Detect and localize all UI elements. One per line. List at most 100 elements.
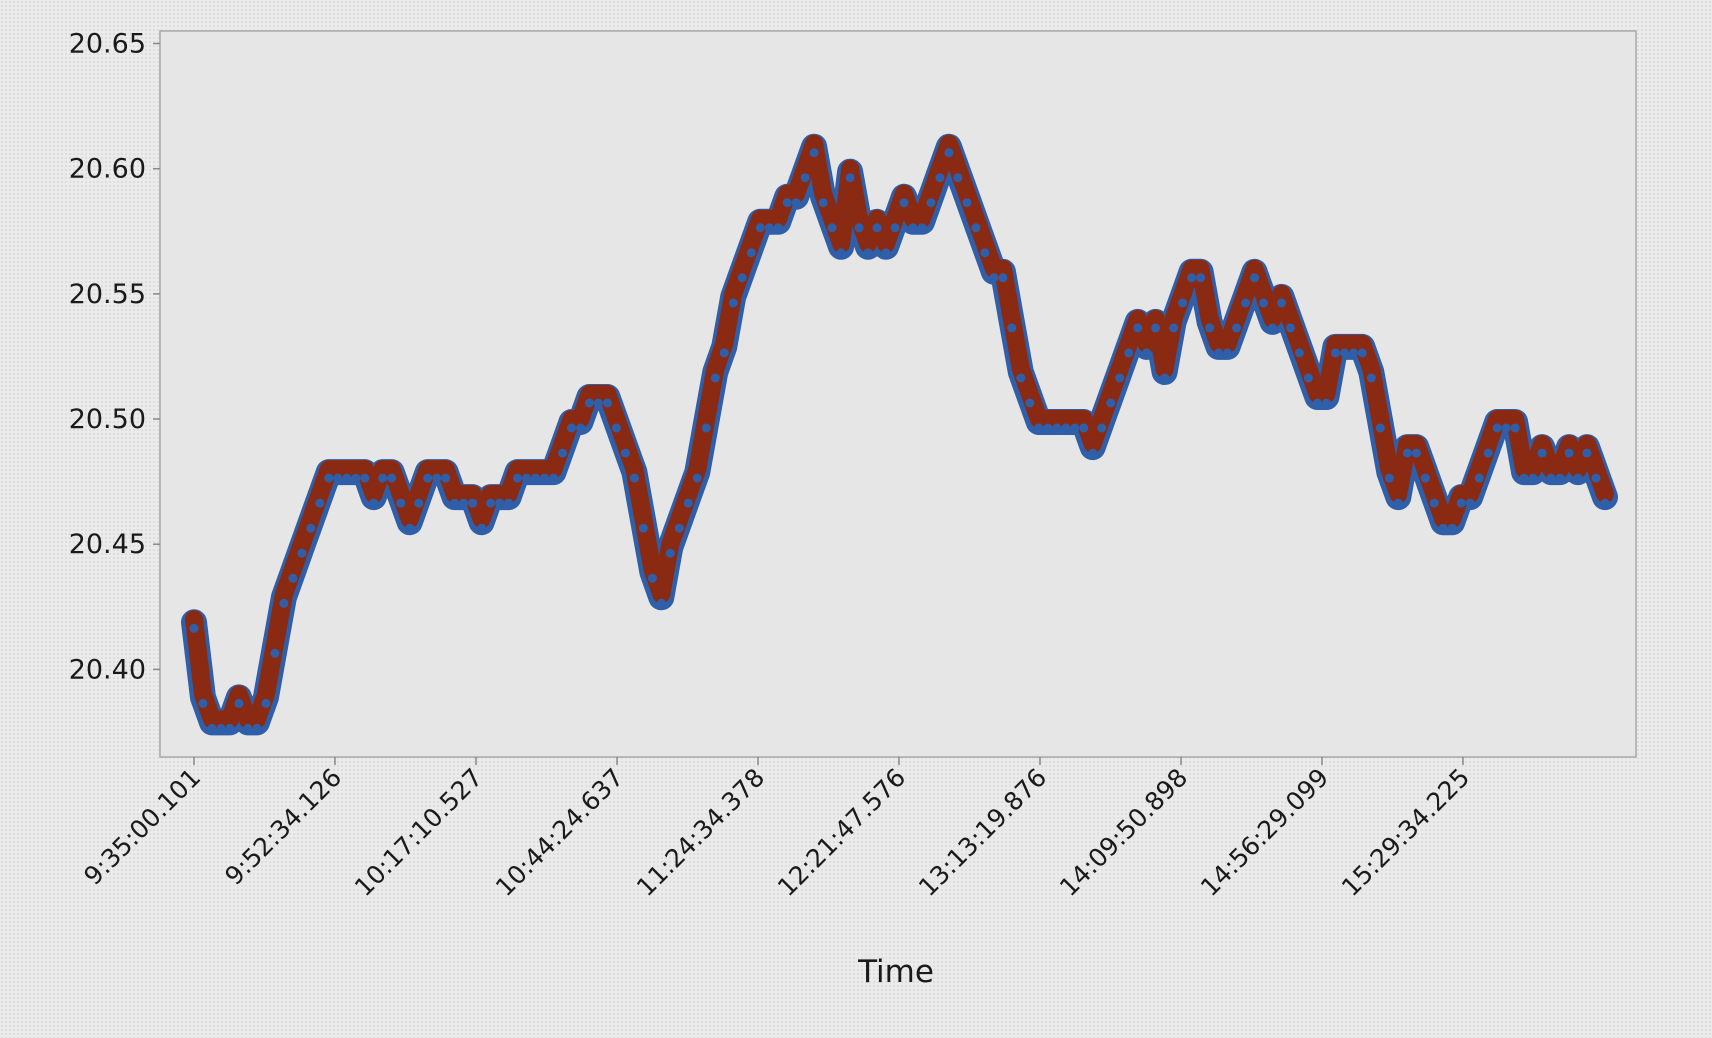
data-point bbox=[593, 398, 603, 408]
data-point bbox=[1321, 398, 1331, 408]
data-point bbox=[468, 498, 478, 508]
data-point bbox=[1070, 423, 1080, 433]
data-point bbox=[746, 248, 756, 258]
data-point bbox=[638, 523, 648, 533]
data-point bbox=[1492, 423, 1502, 433]
data-point bbox=[1285, 323, 1295, 333]
data-point bbox=[1196, 273, 1206, 283]
data-point bbox=[1510, 423, 1520, 433]
data-point bbox=[701, 423, 711, 433]
data-point bbox=[737, 273, 747, 283]
data-point bbox=[908, 223, 918, 233]
data-point bbox=[306, 523, 316, 533]
data-point bbox=[576, 423, 585, 433]
band-layer bbox=[181, 133, 1618, 736]
data-point bbox=[683, 498, 693, 508]
data-point bbox=[558, 448, 567, 458]
data-point bbox=[360, 473, 370, 483]
data-point bbox=[387, 473, 397, 483]
data-point bbox=[1330, 348, 1340, 358]
data-point bbox=[755, 223, 765, 233]
data-point bbox=[1393, 498, 1403, 508]
data-point bbox=[1348, 348, 1358, 358]
data-point bbox=[252, 723, 262, 733]
data-point bbox=[1555, 473, 1565, 483]
data-point bbox=[791, 198, 801, 208]
data-point bbox=[800, 173, 810, 183]
data-point bbox=[432, 473, 442, 483]
data-point bbox=[216, 723, 226, 733]
data-point bbox=[513, 473, 522, 483]
data-point bbox=[584, 398, 594, 408]
data-point bbox=[1088, 448, 1098, 458]
data-point bbox=[333, 473, 343, 483]
data-point bbox=[998, 273, 1008, 283]
data-point bbox=[1169, 323, 1179, 333]
data-point bbox=[602, 398, 612, 408]
x-tick-label: 14:09:50.898 bbox=[1054, 763, 1193, 902]
data-point bbox=[342, 473, 352, 483]
data-point bbox=[1402, 448, 1412, 458]
data-point bbox=[818, 198, 828, 208]
data-point bbox=[1366, 373, 1376, 383]
data-point bbox=[1546, 473, 1556, 483]
data-point bbox=[315, 498, 325, 508]
data-point bbox=[620, 448, 630, 458]
data-point bbox=[459, 498, 469, 508]
data-point bbox=[1375, 423, 1385, 433]
data-point bbox=[1573, 473, 1583, 483]
data-point bbox=[926, 198, 936, 208]
data-point bbox=[1357, 348, 1367, 358]
data-point bbox=[1447, 523, 1457, 533]
data-point bbox=[827, 223, 837, 233]
data-point bbox=[189, 623, 199, 633]
data-point bbox=[405, 523, 415, 533]
data-point bbox=[261, 698, 271, 708]
data-point bbox=[962, 198, 972, 208]
data-point bbox=[728, 298, 738, 308]
data-point bbox=[1214, 348, 1223, 358]
data-point bbox=[477, 523, 487, 533]
data-point bbox=[1268, 323, 1277, 333]
data-point bbox=[1528, 473, 1538, 483]
x-axis: 9:35:00.101 9:52:34.126 10:17:10.527 10:44:… bbox=[78, 757, 1475, 902]
data-point bbox=[270, 648, 280, 658]
data-point bbox=[1312, 398, 1322, 408]
data-point bbox=[656, 598, 666, 608]
data-point bbox=[1294, 348, 1304, 358]
data-point bbox=[989, 273, 999, 283]
data-point bbox=[647, 573, 657, 583]
data-point bbox=[225, 723, 235, 733]
data-point bbox=[629, 473, 639, 483]
data-point bbox=[1501, 423, 1511, 433]
data-point bbox=[396, 498, 406, 508]
y-tick-label: 20.60 bbox=[69, 154, 146, 185]
data-point bbox=[854, 223, 864, 233]
data-point bbox=[1178, 298, 1188, 308]
data-point bbox=[1582, 448, 1592, 458]
data-point bbox=[836, 248, 846, 258]
data-point bbox=[881, 248, 891, 258]
data-point bbox=[863, 248, 873, 258]
data-point bbox=[540, 473, 549, 483]
data-point bbox=[764, 223, 774, 233]
data-point bbox=[495, 498, 505, 508]
data-point bbox=[1429, 498, 1439, 508]
data-point bbox=[1142, 348, 1152, 358]
data-point bbox=[1097, 423, 1107, 433]
data-point bbox=[1438, 523, 1448, 533]
data-point bbox=[944, 148, 954, 158]
data-point bbox=[917, 223, 927, 233]
data-point bbox=[710, 373, 720, 383]
data-point bbox=[1124, 348, 1134, 358]
plot-area bbox=[159, 30, 1637, 758]
x-tick-label: 11:24:34.378 bbox=[631, 763, 770, 902]
data-point bbox=[1384, 473, 1394, 483]
data-point bbox=[378, 473, 388, 483]
data-point bbox=[1241, 298, 1250, 308]
x-tick-label: 15:29:34.225 bbox=[1336, 763, 1475, 902]
data-point bbox=[531, 473, 540, 483]
data-point bbox=[1133, 323, 1143, 333]
